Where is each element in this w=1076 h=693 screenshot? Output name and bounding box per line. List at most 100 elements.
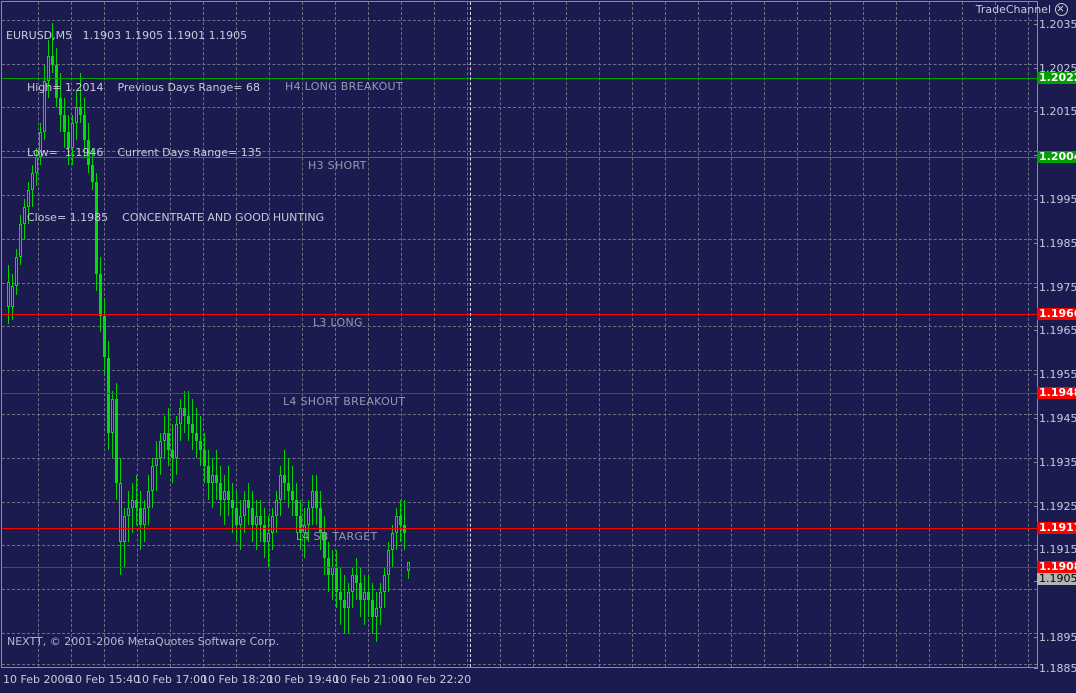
price-tick-label: 1.1975 bbox=[1039, 281, 1076, 294]
candle-body bbox=[195, 432, 198, 442]
price-level-badge[interactable]: 1.1966 bbox=[1037, 308, 1076, 320]
candle-body bbox=[219, 482, 222, 500]
header-row-close: Close= 1.1985 CONCENTRATE AND GOOD HUNTIN… bbox=[6, 198, 324, 237]
grid-line-vertical bbox=[368, 2, 369, 667]
grid-line-vertical bbox=[764, 2, 765, 667]
level-line-l4-short-breakout[interactable] bbox=[2, 393, 1037, 394]
level-label: H4 LONG BREAKOUT bbox=[285, 80, 403, 93]
candle-body bbox=[63, 114, 66, 132]
candle-body bbox=[87, 140, 90, 166]
candle-wick bbox=[128, 491, 129, 542]
candle-body bbox=[327, 558, 330, 575]
grid-line-horizontal bbox=[2, 195, 1037, 196]
grid-line-vertical bbox=[203, 2, 204, 667]
time-tick-label: 10 Feb 19:40 bbox=[267, 673, 340, 686]
price-scale-axis[interactable]: 1.20351.20251.20151.20051.19951.19851.19… bbox=[1034, 1, 1076, 674]
time-tick-label: 10 Feb 15:40 bbox=[68, 673, 141, 686]
candle-wick bbox=[80, 73, 81, 124]
grid-line-vertical bbox=[995, 2, 996, 667]
candle-body bbox=[283, 474, 286, 483]
candle-body bbox=[163, 432, 166, 442]
grid-line-vertical bbox=[698, 2, 699, 667]
grid-line-vertical bbox=[599, 2, 600, 667]
grid-line-horizontal bbox=[2, 633, 1037, 634]
candle-body bbox=[263, 524, 266, 542]
grid-line-vertical bbox=[302, 2, 303, 667]
candle-wick bbox=[156, 441, 157, 492]
time-scale-axis[interactable]: 10 Feb 2006 10 Feb 15:40 10 Feb 17:00 10 Fe… bbox=[0, 670, 1076, 693]
price-tick-mark bbox=[1034, 668, 1038, 669]
price-tick-label: 1.1955 bbox=[1039, 368, 1076, 381]
price-tick-label: 1.1915 bbox=[1039, 543, 1076, 556]
price-tick-label: 1.1965 bbox=[1039, 324, 1076, 337]
candle-body bbox=[275, 499, 278, 517]
candle-body bbox=[191, 424, 194, 433]
candle-body bbox=[235, 508, 238, 525]
candle-body bbox=[39, 131, 42, 157]
level-line-l3-long[interactable] bbox=[2, 314, 1037, 315]
price-level-badge[interactable]: 1.2004 bbox=[1037, 151, 1076, 163]
price-tick-mark bbox=[1034, 418, 1038, 419]
price-level-badge[interactable]: 1.1905 bbox=[1037, 573, 1076, 585]
price-tick-mark bbox=[1034, 581, 1038, 582]
grid-line-vertical bbox=[533, 2, 534, 667]
grid-line-horizontal bbox=[2, 545, 1037, 546]
candle-wick bbox=[268, 516, 269, 567]
candle-body bbox=[19, 223, 22, 258]
grid-line-vertical bbox=[797, 2, 798, 667]
price-level-badge[interactable]: 1.2022 bbox=[1037, 72, 1076, 84]
candle-body bbox=[47, 56, 50, 82]
candle-body bbox=[287, 482, 290, 492]
candle-body bbox=[91, 165, 94, 182]
candle-body bbox=[23, 206, 26, 224]
indicator-name-tag[interactable]: TradeChannel bbox=[976, 3, 1068, 16]
candle-body bbox=[15, 257, 18, 287]
candle-body bbox=[383, 574, 386, 592]
candle-body bbox=[83, 114, 86, 141]
candle-body bbox=[359, 583, 362, 601]
candle-body bbox=[7, 282, 10, 308]
candle-body bbox=[111, 399, 114, 433]
level-line-h3-short[interactable] bbox=[2, 157, 1037, 158]
candle-body bbox=[291, 491, 294, 500]
chart-plot-area[interactable]: H4 LONG BREAKOUT H3 SHORT L3 LONG L4 SHORT … bbox=[1, 1, 1038, 668]
grid-line-horizontal bbox=[2, 64, 1037, 65]
header-high-value: High= 1.2014 bbox=[26, 81, 104, 94]
price-tick-mark bbox=[1034, 24, 1038, 25]
candle-body bbox=[375, 608, 378, 617]
grid-line-vertical bbox=[236, 2, 237, 667]
candle-body bbox=[67, 131, 70, 149]
close-icon[interactable] bbox=[1055, 3, 1068, 16]
candle-body bbox=[227, 491, 230, 500]
price-tick-label: 1.1885 bbox=[1039, 662, 1076, 675]
candle-body bbox=[259, 516, 262, 525]
grid-line-horizontal bbox=[2, 151, 1037, 152]
indicator-label: TradeChannel bbox=[975, 3, 1051, 16]
candle-wick bbox=[376, 591, 377, 642]
time-tick-label: 10 Feb 18:20 bbox=[201, 673, 274, 686]
candle-body bbox=[155, 457, 158, 467]
candle-body bbox=[215, 474, 218, 483]
grid-line-vertical bbox=[863, 2, 864, 667]
price-level-badge[interactable]: 1.1948 bbox=[1037, 387, 1076, 399]
candle-body bbox=[407, 562, 410, 571]
grid-line-vertical bbox=[929, 2, 930, 667]
grid-line-horizontal bbox=[2, 589, 1037, 590]
grid-line-horizontal bbox=[2, 458, 1037, 459]
candle-wick bbox=[304, 508, 305, 559]
candle-body bbox=[395, 516, 398, 534]
candle-wick bbox=[212, 457, 213, 509]
candle-body bbox=[335, 566, 338, 592]
level-line-h4-long-breakout[interactable] bbox=[2, 78, 1037, 79]
grid-line-vertical bbox=[401, 2, 402, 667]
candle-body bbox=[355, 574, 358, 584]
price-level-badge[interactable]: 1.1917 bbox=[1037, 522, 1076, 534]
price-tick-mark bbox=[1034, 287, 1038, 288]
header-row-low: Low= 1.1946 Current Days Range= 135 bbox=[6, 133, 324, 172]
candle-body bbox=[31, 173, 34, 191]
level-line-l4-sb-target[interactable] bbox=[2, 528, 1037, 529]
candle-body bbox=[315, 491, 318, 509]
price-level-badge[interactable]: 1.1908 bbox=[1037, 561, 1076, 573]
level-line-unnamed-5[interactable] bbox=[2, 567, 1037, 568]
